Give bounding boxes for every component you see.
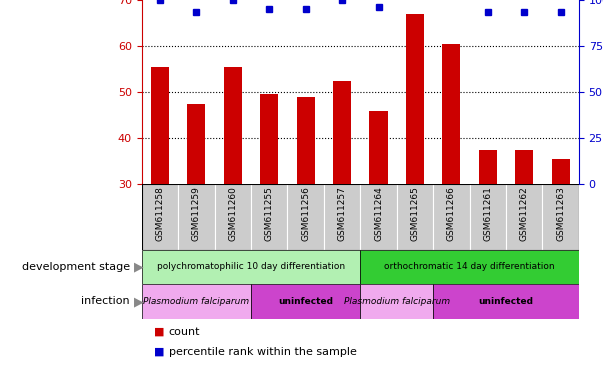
Bar	[142, 284, 251, 319]
Bar	[433, 184, 470, 250]
Bar	[251, 284, 360, 319]
Bar	[224, 67, 242, 184]
Text: GSM611260: GSM611260	[229, 186, 238, 241]
Bar	[178, 184, 215, 250]
Text: GSM611256: GSM611256	[301, 186, 310, 241]
Bar	[442, 44, 461, 184]
Text: uninfected: uninfected	[278, 297, 333, 306]
Bar	[470, 184, 506, 250]
Bar	[543, 184, 579, 250]
Bar	[251, 184, 288, 250]
Bar	[479, 150, 497, 184]
Text: infection: infection	[81, 296, 130, 306]
Text: ▶: ▶	[134, 260, 144, 273]
Bar	[333, 81, 351, 184]
Bar	[360, 284, 433, 319]
Bar	[215, 184, 251, 250]
Text: GSM611259: GSM611259	[192, 186, 201, 241]
Bar	[433, 284, 579, 319]
Text: development stage: development stage	[22, 262, 130, 272]
Bar	[552, 159, 570, 184]
Text: GSM611258: GSM611258	[156, 186, 165, 241]
Text: GSM611264: GSM611264	[374, 186, 383, 241]
Bar	[360, 184, 397, 250]
Bar	[406, 14, 424, 184]
Text: GSM611262: GSM611262	[520, 186, 529, 241]
Bar	[370, 111, 388, 184]
Text: percentile rank within the sample: percentile rank within the sample	[169, 347, 357, 357]
Text: ■: ■	[154, 347, 164, 357]
Text: ■: ■	[154, 327, 164, 337]
Bar	[151, 67, 169, 184]
Bar	[142, 184, 178, 250]
Text: polychromatophilic 10 day differentiation: polychromatophilic 10 day differentiatio…	[157, 262, 345, 271]
Text: GSM611265: GSM611265	[411, 186, 420, 241]
Bar	[324, 184, 360, 250]
Text: GSM611266: GSM611266	[447, 186, 456, 241]
Text: orthochromatic 14 day differentiation: orthochromatic 14 day differentiation	[384, 262, 555, 271]
Text: Plasmodium falciparum: Plasmodium falciparum	[144, 297, 250, 306]
Bar	[142, 250, 360, 284]
Bar	[288, 184, 324, 250]
Bar	[188, 104, 206, 184]
Bar	[297, 97, 315, 184]
Bar	[506, 184, 543, 250]
Text: GSM611261: GSM611261	[483, 186, 492, 241]
Bar	[260, 94, 279, 184]
Bar	[360, 250, 579, 284]
Text: Plasmodium falciparum: Plasmodium falciparum	[344, 297, 450, 306]
Text: ▶: ▶	[134, 295, 144, 308]
Text: GSM611257: GSM611257	[338, 186, 347, 241]
Text: GSM611263: GSM611263	[556, 186, 565, 241]
Text: uninfected: uninfected	[479, 297, 534, 306]
Text: GSM611255: GSM611255	[265, 186, 274, 241]
Bar	[397, 184, 433, 250]
Text: count: count	[169, 327, 200, 337]
Bar	[515, 150, 533, 184]
